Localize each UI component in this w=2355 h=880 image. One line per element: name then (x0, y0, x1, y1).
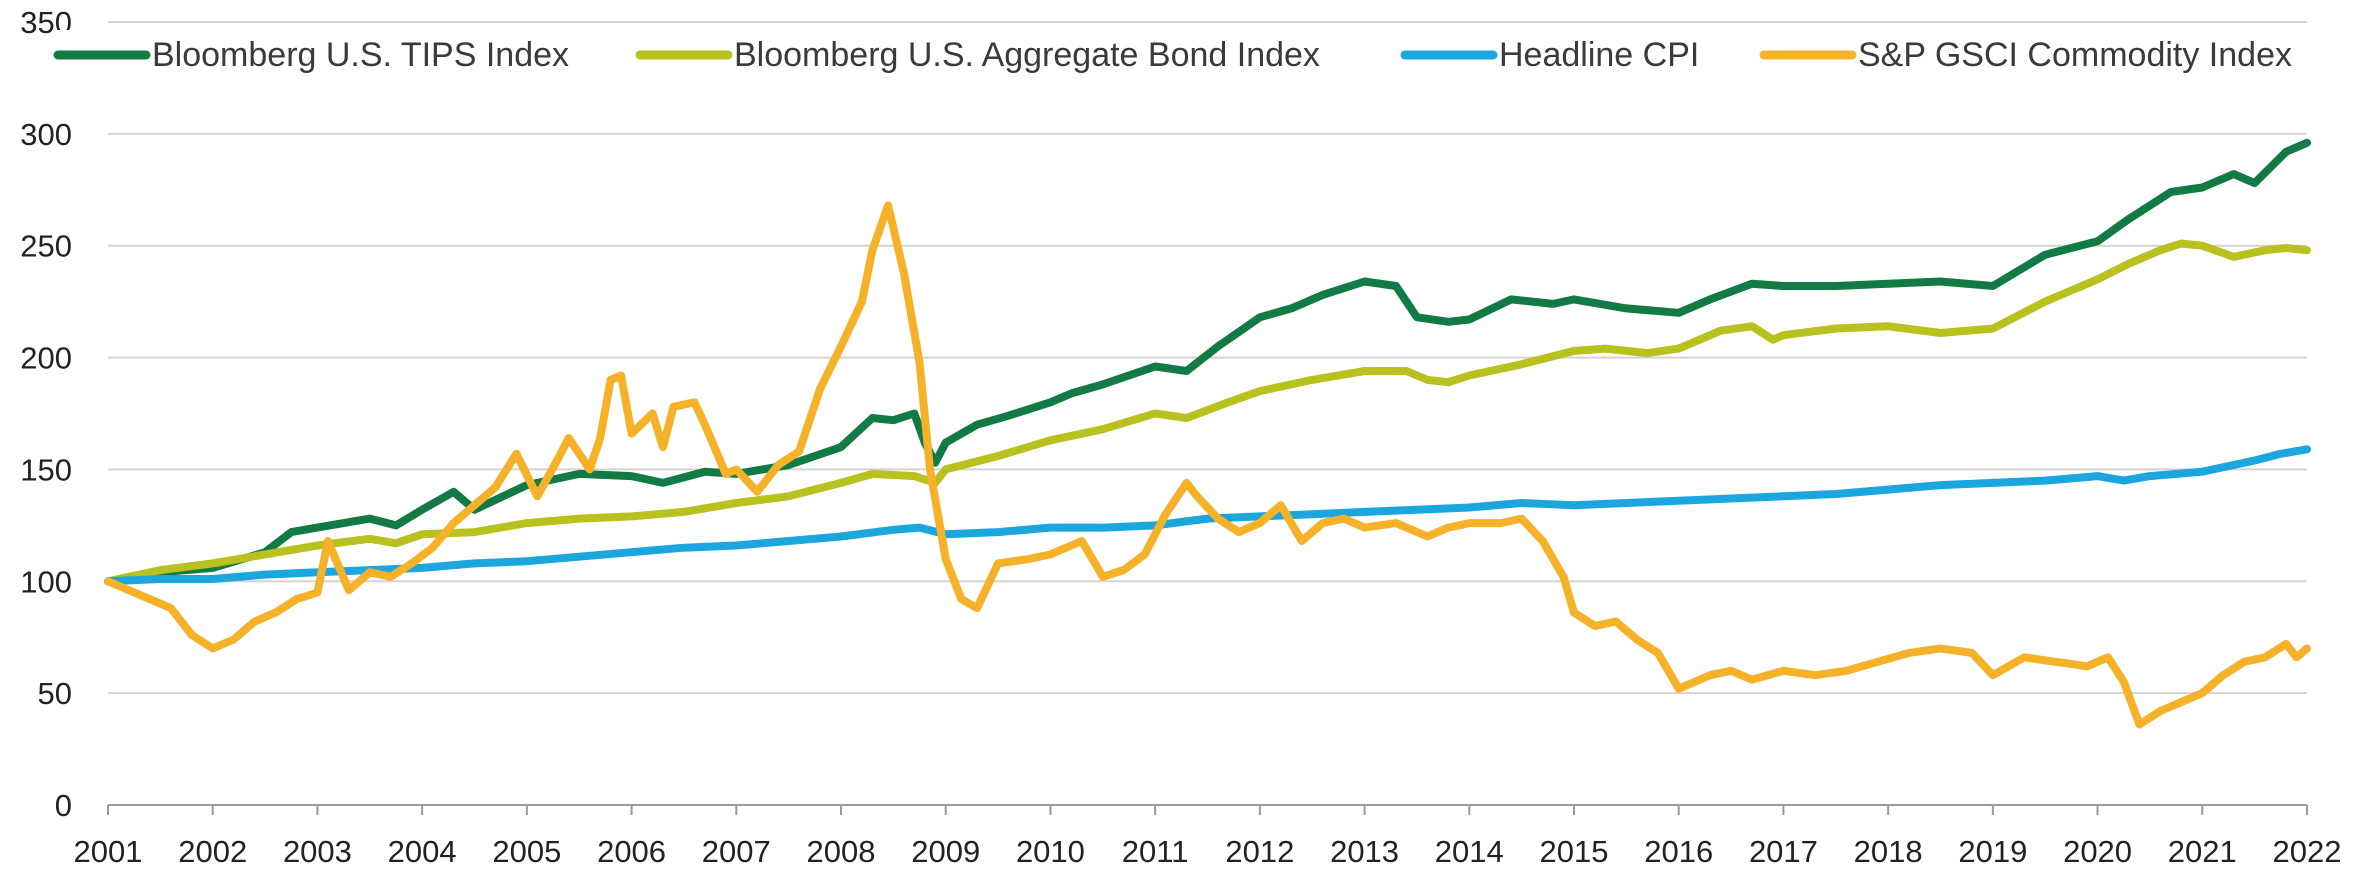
series-lines (104, 138, 2311, 729)
legend-label: Bloomberg U.S. TIPS Index (152, 36, 569, 74)
x-tick-label: 2001 (74, 834, 143, 869)
y-tick-label: 150 (20, 452, 72, 487)
x-tick-label: 2020 (2063, 834, 2132, 869)
x-tick-label: 2022 (2273, 834, 2342, 869)
y-tick-label: 0 (55, 788, 72, 823)
x-tick-label: 2006 (597, 834, 666, 869)
x-tick-label: 2004 (388, 834, 457, 869)
series-line-2 (104, 239, 2311, 586)
x-tick-label: 2018 (1854, 834, 1923, 869)
series-line-1 (104, 138, 2311, 586)
series-line-3 (104, 445, 2311, 586)
x-tick-label: 2015 (1540, 834, 1609, 869)
x-tick-label: 2008 (807, 834, 876, 869)
y-tick-label: 100 (20, 564, 72, 599)
x-tick-label: 2009 (911, 834, 980, 869)
legend-label: Headline CPI (1499, 36, 1699, 74)
x-tick-label: 2019 (1958, 834, 2027, 869)
x-tick-label: 2007 (702, 834, 771, 869)
x-tick-label: 2003 (283, 834, 352, 869)
y-tick-label: 50 (38, 676, 72, 711)
x-tick-label: 2005 (492, 834, 561, 869)
y-tick-label: 250 (20, 229, 72, 264)
x-tick-label: 2021 (2168, 834, 2237, 869)
x-tick-label: 2013 (1330, 834, 1399, 869)
series-line-4 (104, 201, 2311, 729)
y-tick-label: 200 (20, 341, 72, 376)
y-tick-label: 300 (20, 117, 72, 152)
legend-label: S&P GSCI Commodity Index (1858, 36, 2292, 74)
legend: Bloomberg U.S. TIPS Index Bloomberg U.S. … (52, 30, 2292, 80)
legend-label: Bloomberg U.S. Aggregate Bond Index (734, 36, 1320, 74)
x-tick-label: 2012 (1225, 834, 1294, 869)
x-tick-label: 2016 (1644, 834, 1713, 869)
x-tick-label: 2010 (1016, 834, 1085, 869)
x-tick-label: 2014 (1435, 834, 1504, 869)
x-tick-label: 2017 (1749, 834, 1818, 869)
x-tick-label: 2002 (178, 834, 247, 869)
x-tick-label: 2011 (1122, 834, 1189, 869)
